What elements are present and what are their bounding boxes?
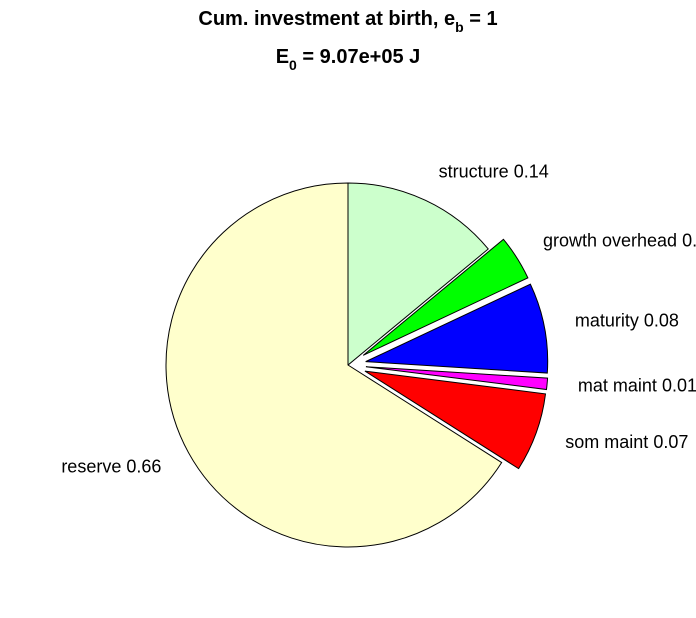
slice-name: maturity — [575, 310, 639, 330]
slice-value: 0.08 — [644, 310, 679, 330]
slice-label: som maint 0.07 — [565, 432, 688, 452]
slice-value: 0.04 — [682, 230, 696, 250]
slice-name: reserve — [61, 456, 121, 476]
pie-slice — [365, 283, 549, 374]
pie-slice — [365, 366, 549, 391]
slice-value: 0.66 — [126, 456, 161, 476]
pie-slice — [362, 238, 529, 356]
slice-name: mat maint — [578, 375, 657, 395]
subtitle-text: E — [276, 46, 289, 68]
pie-slice — [364, 370, 547, 470]
slice-value: 0.14 — [514, 161, 549, 181]
title-subscript: b — [455, 19, 464, 35]
chart-title: Cum. investment at birth, eb = 1 — [198, 8, 497, 34]
subtitle-text: = 9.07e+05 J — [297, 46, 420, 68]
slice-name: structure — [439, 161, 509, 181]
title-text: = 1 — [464, 8, 498, 30]
slice-label: structure 0.14 — [439, 161, 549, 181]
title-text: Cum. investment at birth, e — [198, 8, 455, 30]
slice-label: growth overhead 0.04 — [543, 230, 696, 250]
slice-name: som maint — [565, 432, 648, 452]
slice-value: 0.01 — [662, 375, 696, 395]
chart-subtitle: E0 = 9.07e+05 J — [276, 46, 421, 72]
pie-slice — [165, 182, 503, 548]
pie-slice — [347, 182, 489, 367]
slice-value: 0.07 — [653, 432, 688, 452]
slice-label: reserve 0.66 — [61, 456, 161, 476]
slice-label: maturity 0.08 — [575, 310, 679, 330]
slice-label: mat maint 0.01 — [578, 375, 696, 395]
subtitle-subscript: 0 — [289, 57, 297, 73]
slice-name: growth overhead — [543, 230, 677, 250]
